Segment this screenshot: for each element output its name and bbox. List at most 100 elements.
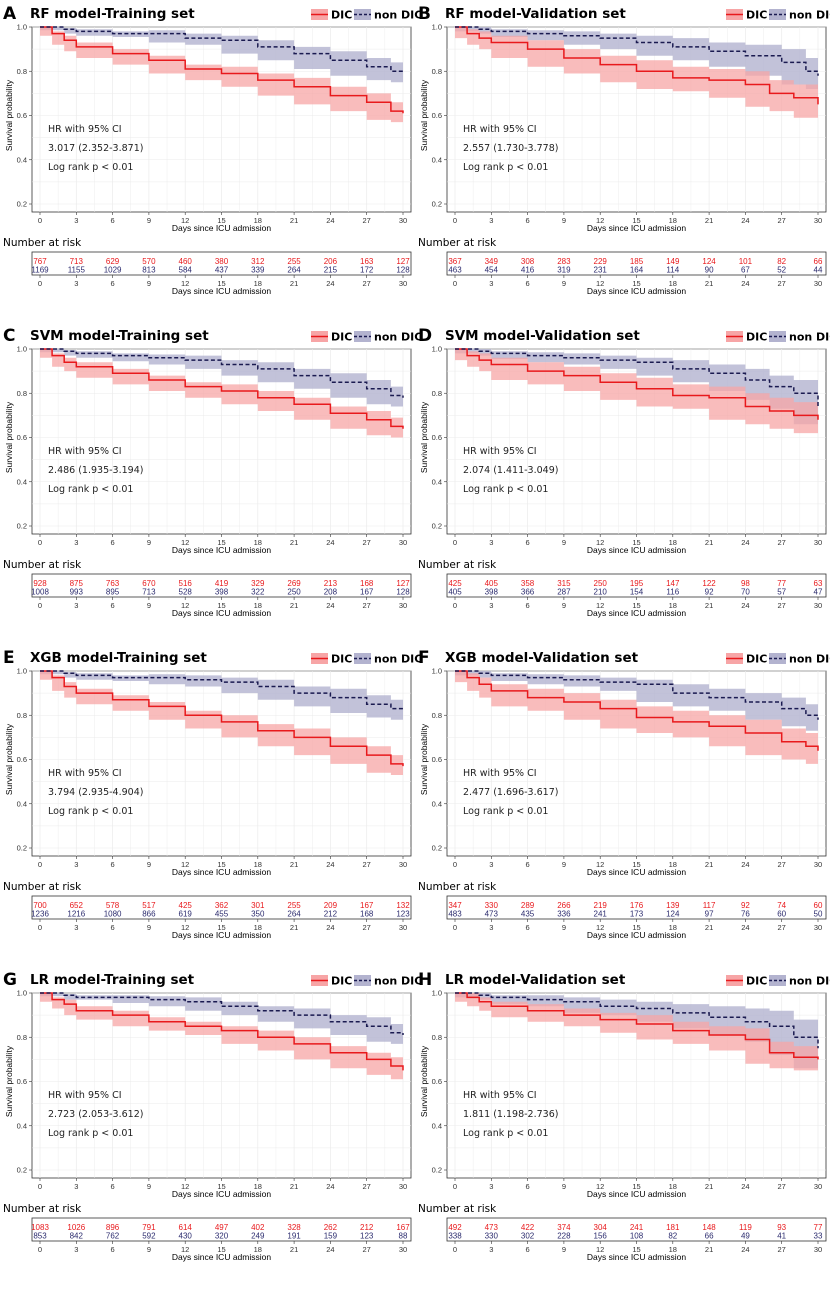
- risk-count-nondic: 1216: [67, 910, 85, 919]
- risk-count-nondic: 1169: [31, 266, 49, 275]
- risk-count-dic: 492: [448, 1223, 462, 1232]
- risk-count-nondic: 168: [360, 910, 374, 919]
- legend-nondic-swatch: [769, 653, 786, 664]
- risk-count-dic: 132: [396, 901, 410, 910]
- hr-annotation-heading: HR with 95% CI: [463, 124, 537, 135]
- x-tick-label: 30: [399, 1182, 407, 1191]
- x-tick-label: 6: [111, 860, 115, 869]
- risk-table-title: Number at risk: [418, 1203, 497, 1215]
- y-axis-label: Survival probability: [4, 1045, 14, 1117]
- risk-count-nondic: 416: [521, 266, 535, 275]
- x-tick-label: 0: [38, 538, 42, 547]
- legend: DIC non DIC: [311, 9, 422, 22]
- risk-count-dic: 1083: [31, 1223, 49, 1232]
- risk-count-nondic: 116: [666, 588, 679, 597]
- risk-count-nondic: 319: [557, 266, 571, 275]
- risk-count-dic: 82: [777, 257, 786, 266]
- legend-dic-label: DIC: [746, 653, 767, 666]
- risk-x-tick-label: 9: [147, 279, 151, 288]
- nondic-survival-curve: [455, 348, 819, 407]
- y-axis-label: Survival probability: [4, 79, 14, 151]
- risk-count-dic: 262: [324, 1223, 338, 1232]
- risk-table-title: Number at risk: [3, 237, 82, 249]
- risk-count-dic: 255: [287, 901, 301, 910]
- panel-letter: E: [3, 648, 15, 668]
- risk-count-nondic: 228: [557, 1232, 571, 1241]
- risk-count-nondic: 156: [594, 1232, 608, 1241]
- risk-x-tick-label: 24: [326, 279, 334, 288]
- risk-count-dic: 330: [485, 901, 499, 910]
- risk-count-dic: 304: [594, 1223, 608, 1232]
- risk-count-nondic: 398: [215, 588, 229, 597]
- risk-x-tick-label: 30: [814, 1245, 822, 1254]
- risk-x-tick-label: 9: [562, 601, 566, 610]
- y-tick-label: 0.8: [17, 389, 27, 398]
- risk-x-tick-label: 27: [363, 1245, 371, 1254]
- risk-count-dic: 473: [485, 1223, 499, 1232]
- x-tick-label: 21: [705, 1182, 713, 1191]
- y-tick-label: 0.4: [432, 1121, 442, 1130]
- risk-count-nondic: 50: [814, 910, 823, 919]
- x-axis-label: Days since ICU admission: [172, 867, 271, 877]
- x-tick-label: 15: [632, 1182, 640, 1191]
- legend-nondic-swatch: [354, 331, 371, 342]
- risk-count-dic: 74: [777, 901, 786, 910]
- risk-count-nondic: 842: [70, 1232, 84, 1241]
- risk-count-dic: 670: [142, 579, 156, 588]
- risk-x-axis-label: Days since ICU admission: [587, 1252, 686, 1262]
- x-tick-label: 6: [526, 860, 530, 869]
- x-tick-label: 9: [147, 538, 151, 547]
- risk-x-tick-label: 6: [111, 279, 115, 288]
- x-tick-label: 15: [217, 216, 225, 225]
- risk-count-nondic: 993: [70, 588, 84, 597]
- risk-x-tick-label: 24: [741, 1245, 749, 1254]
- x-tick-label: 3: [74, 860, 78, 869]
- risk-count-dic: 98: [741, 579, 750, 588]
- hr-annotation-pvalue: Log rank p < 0.01: [463, 806, 548, 817]
- y-tick-label: 1.0: [432, 345, 442, 354]
- x-tick-label: 15: [632, 216, 640, 225]
- hr-annotation-heading: HR with 95% CI: [48, 768, 122, 779]
- risk-count-dic: 358: [521, 579, 535, 588]
- x-tick-label: 24: [741, 216, 749, 225]
- risk-x-tick-label: 6: [111, 1245, 115, 1254]
- risk-count-nondic: 210: [594, 588, 608, 597]
- x-axis-label: Days since ICU admission: [172, 223, 271, 233]
- x-tick-label: 24: [326, 538, 334, 547]
- x-axis-label: Days since ICU admission: [587, 223, 686, 233]
- risk-count-dic: 517: [142, 901, 156, 910]
- risk-count-nondic: 191: [287, 1232, 301, 1241]
- hr-annotation: HR with 95% CI 3.794 (2.935-4.904) Log ran…: [48, 768, 143, 817]
- panel-title: LR model-Training set: [30, 972, 195, 988]
- y-tick-label: 0.2: [17, 522, 27, 531]
- legend-dic-label: DIC: [746, 9, 767, 22]
- y-tick-label: 1.0: [17, 345, 27, 354]
- risk-x-tick-label: 12: [181, 1245, 189, 1254]
- risk-count-nondic: 88: [399, 1232, 408, 1241]
- risk-count-dic: 124: [702, 257, 716, 266]
- risk-count-nondic: 128: [396, 588, 410, 597]
- legend-dic-label: DIC: [331, 331, 352, 344]
- legend-nondic-label: non DIC: [789, 331, 830, 344]
- risk-x-tick-label: 3: [489, 279, 493, 288]
- risk-count-nondic: 49: [741, 1232, 750, 1241]
- risk-x-tick-label: 9: [147, 923, 151, 932]
- hr-annotation: HR with 95% CI 2.074 (1.411-3.049) Log ran…: [463, 446, 558, 495]
- risk-count-dic: 362: [215, 901, 229, 910]
- risk-count-nondic: 339: [251, 266, 265, 275]
- risk-count-nondic: 173: [630, 910, 644, 919]
- risk-count-dic: 167: [396, 1223, 410, 1232]
- risk-count-dic: 700: [33, 901, 47, 910]
- x-tick-label: 0: [453, 538, 457, 547]
- risk-x-tick-label: 21: [705, 601, 713, 610]
- legend-dic-label: DIC: [331, 9, 352, 22]
- risk-x-tick-label: 3: [489, 923, 493, 932]
- y-tick-label: 1.0: [432, 989, 442, 998]
- nondic-survival-curve: [455, 992, 819, 1049]
- risk-x-tick-label: 0: [38, 601, 42, 610]
- risk-count-nondic: 108: [630, 1232, 644, 1241]
- x-tick-label: 24: [741, 860, 749, 869]
- x-tick-label: 3: [489, 860, 493, 869]
- risk-count-nondic: 483: [448, 910, 462, 919]
- y-axis-label: Survival probability: [419, 401, 429, 473]
